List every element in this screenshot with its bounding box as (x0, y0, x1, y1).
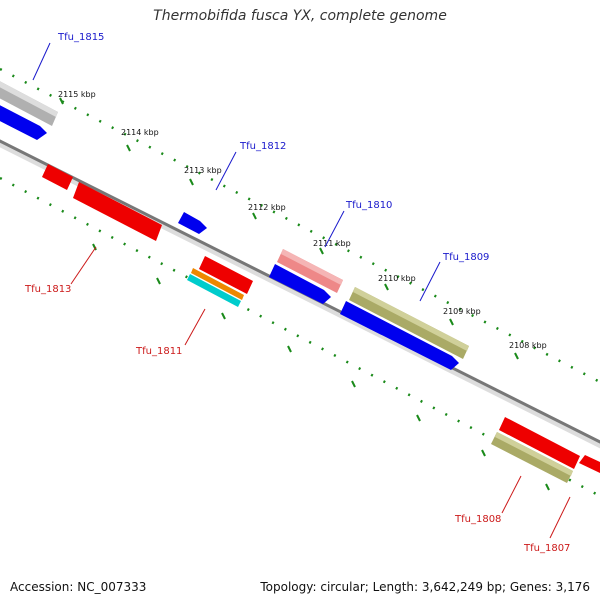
tick-2113 (189, 178, 194, 186)
backbone-shadow (0, 140, 600, 449)
pink-feature-1810-highlight (281, 249, 343, 285)
tick-label-2115: 2115 kbp (58, 90, 96, 99)
gene-label-tfu-1809[interactable]: Tfu_1809 (442, 252, 489, 263)
tick-label-2109: 2109 kbp (443, 307, 481, 316)
gene-label-tfu-1810[interactable]: Tfu_1810 (345, 200, 392, 211)
major-ticks (59, 97, 550, 491)
olive-feature-1808-highlight (495, 432, 573, 476)
leader-1812 (215, 151, 237, 191)
inner-tick-1 (92, 243, 97, 251)
cyan-feature-1811[interactable] (187, 274, 241, 307)
leader-1815 (32, 42, 51, 81)
tick-label-2111: 2111 kbp (313, 239, 351, 248)
leader-1809 (419, 261, 441, 302)
gene-label-tfu-1813[interactable]: Tfu_1813 (24, 284, 71, 295)
leader-1807 (549, 496, 571, 539)
accession-text: Accession: NC_007333 (10, 580, 147, 594)
cds-reverse-1811[interactable] (199, 256, 253, 294)
gene-label-tfu-1812[interactable]: Tfu_1812 (239, 141, 286, 152)
cds-reverse-1808[interactable] (499, 417, 580, 469)
cds-forward-1809[interactable] (340, 301, 459, 370)
gene-label-tfu-1807[interactable]: Tfu_1807 (523, 543, 570, 554)
inner-tick-6 (416, 414, 421, 422)
cds-reverse-1807[interactable] (579, 455, 600, 473)
tick-label-2114: 2114 kbp (121, 128, 159, 137)
tick-label-2108: 2108 kbp (509, 341, 547, 350)
gray-feature-1815-highlight (0, 81, 58, 117)
tick-label-2110: 2110 kbp (378, 274, 416, 283)
leader-1813 (70, 246, 97, 285)
inner-tick-2 (156, 277, 161, 285)
tick-2110 (384, 283, 389, 291)
tick-label-2113: 2113 kbp (184, 166, 222, 175)
gene-label-tfu-1815[interactable]: Tfu_1815 (57, 32, 104, 43)
orange-feature-1811[interactable] (191, 268, 244, 300)
cds-forward-1812[interactable] (178, 212, 207, 234)
tick-2111 (319, 247, 324, 255)
cds-forward-1815[interactable] (0, 100, 47, 140)
cds-forward-1810[interactable] (269, 264, 331, 304)
inner-tick-ring (0, 176, 600, 498)
inner-tick-8 (545, 483, 550, 491)
topology-text: Topology: circular; Length: 3,642,249 bp… (260, 580, 590, 594)
leader-1808 (501, 475, 522, 514)
leader-1810 (324, 210, 345, 248)
inner-tick-4 (287, 345, 292, 353)
inner-tick-3 (221, 312, 226, 320)
genome-title: Thermobifida fusca YX, complete genome (153, 8, 447, 24)
olive-feature-1809-highlight (353, 287, 469, 351)
leader-1811 (184, 308, 206, 346)
tick-2115 (59, 97, 64, 105)
tick-label-2112: 2112 kbp (248, 203, 286, 212)
tick-2112 (252, 212, 257, 220)
outer-tick-ring (0, 67, 600, 384)
tick-2108 (514, 352, 519, 360)
tick-2114 (126, 144, 131, 152)
features-reverse (42, 164, 600, 483)
inner-tick-7 (481, 449, 486, 457)
tick-2109 (449, 318, 454, 326)
cds-reverse-1813[interactable] (73, 182, 162, 241)
cds-reverse-small-left[interactable] (42, 164, 73, 190)
label-leaders (32, 42, 571, 539)
gene-label-tfu-1808[interactable]: Tfu_1808 (454, 514, 501, 525)
features-forward (0, 81, 469, 370)
gene-label-tfu-1811[interactable]: Tfu_1811 (135, 346, 182, 357)
inner-tick-5 (351, 380, 356, 388)
